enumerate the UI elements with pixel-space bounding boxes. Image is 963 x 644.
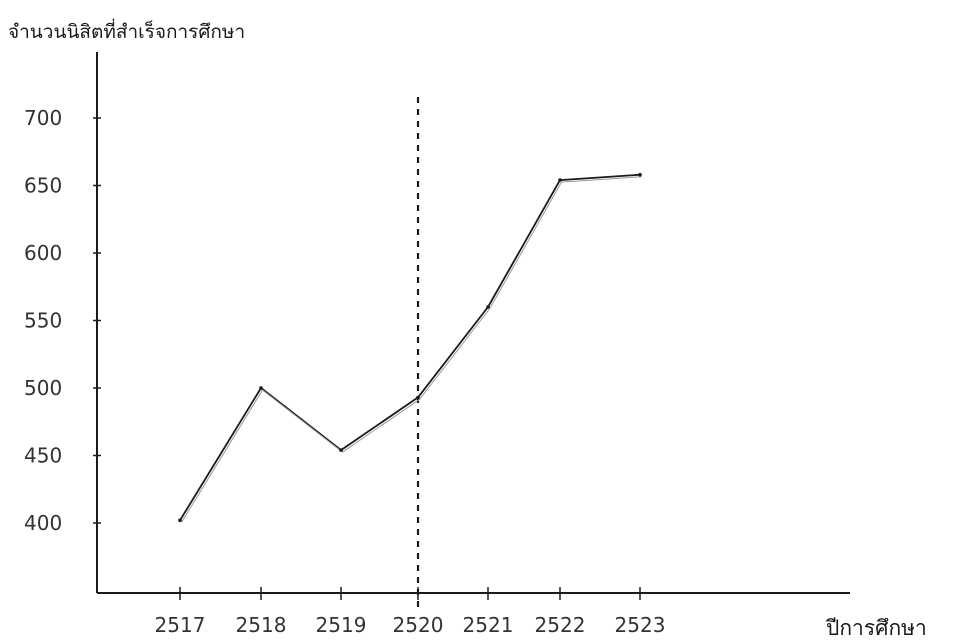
y-axis-label: จำนวนนิสิตที่สำเร็จการศึกษา: [8, 18, 245, 43]
y-tick-label: 650: [24, 174, 62, 198]
series-layer: [178, 172, 642, 523]
x-tick-label: 2519: [316, 613, 367, 637]
x-axis-label: ปีการศึกษา: [825, 616, 927, 640]
y-tick-label: 550: [24, 309, 62, 333]
series-line: [179, 173, 641, 521]
x-tick-label: 2521: [463, 613, 514, 637]
y-tick-label: 500: [24, 376, 62, 400]
data-point: [486, 305, 490, 309]
x-tick-label: 2520: [393, 613, 444, 637]
data-point: [259, 386, 263, 390]
y-tick-label: 600: [24, 241, 62, 265]
y-tick-label: 450: [24, 444, 62, 468]
data-point: [416, 395, 420, 400]
y-tick-label: 700: [24, 106, 62, 130]
data-point: [558, 178, 562, 182]
x-tick-label: 2522: [535, 613, 586, 637]
series-line-trace: [181, 176, 642, 523]
y-tick-label: 400: [24, 511, 62, 535]
data-point: [339, 448, 343, 452]
x-tick-label: 2518: [236, 613, 287, 637]
data-point: [178, 518, 182, 523]
x-tick-label: 2523: [615, 613, 666, 637]
y-axis-ticks: 400 450 500 550 600 650 700: [24, 106, 101, 535]
x-axis-ticks: 2517 2518 2519 2520 2521 2522 2523: [155, 587, 666, 637]
x-tick-label: 2517: [155, 613, 206, 637]
data-point: [638, 172, 642, 177]
